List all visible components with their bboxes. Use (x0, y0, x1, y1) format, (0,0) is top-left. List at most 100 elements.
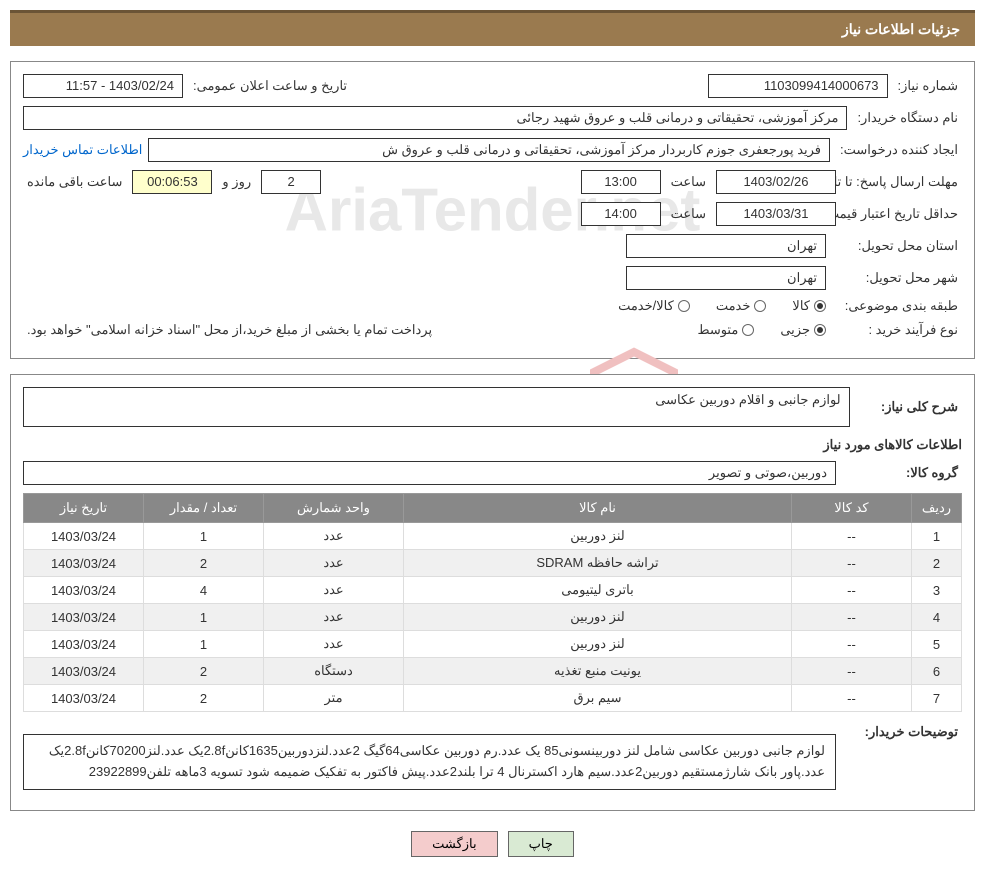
table-cell: 1 (144, 604, 264, 631)
buyer-org-label: نام دستگاه خریدار: (853, 110, 962, 126)
table-cell: -- (792, 523, 912, 550)
table-cell: عدد (264, 577, 404, 604)
page-title: جزئیات اطلاعات نیاز (842, 21, 960, 37)
province-value: تهران (626, 234, 826, 258)
table-cell: عدد (264, 523, 404, 550)
deadline-time-label: ساعت (667, 174, 710, 190)
table-cell: یونیت منبع تغذیه (404, 658, 792, 685)
category-service-radio[interactable]: خدمت (716, 298, 767, 314)
table-cell: باتری لیتیومی (404, 577, 792, 604)
th-date: تاریخ نیاز (24, 494, 144, 523)
table-cell: 3 (912, 577, 962, 604)
radio-icon (742, 324, 754, 336)
payment-note: پرداخت تمام یا بخشی از مبلغ خرید،از محل … (23, 322, 436, 338)
details-container: شرح کلی نیاز: لوازم جانبی و اقلام دوربین… (10, 374, 975, 811)
category-label: طبقه بندی موضوعی: (832, 298, 962, 314)
table-cell: 1403/03/24 (24, 658, 144, 685)
table-cell: 1403/03/24 (24, 631, 144, 658)
table-cell: دستگاه (264, 658, 404, 685)
table-cell: 1 (144, 631, 264, 658)
table-cell: 1403/03/24 (24, 550, 144, 577)
category-goods-service-radio[interactable]: کالا/خدمت (618, 298, 690, 314)
group-label: گروه کالا: (842, 465, 962, 481)
need-number-label: شماره نیاز: (894, 78, 962, 94)
radio-icon (678, 300, 690, 312)
table-cell: 1 (144, 523, 264, 550)
general-desc-label: شرح کلی نیاز: (856, 399, 962, 415)
table-row: 2--تراشه حافظه SDRAMعدد21403/03/24 (24, 550, 962, 577)
announce-date-value: 1403/02/24 - 11:57 (23, 74, 183, 98)
validity-label: حداقل تاریخ اعتبار قیمت: تا تاریخ: (842, 206, 962, 222)
process-minor-label: جزیی (780, 322, 810, 338)
table-cell: 4 (912, 604, 962, 631)
table-cell: 1403/03/24 (24, 523, 144, 550)
deadline-date-value: 1403/02/26 (716, 170, 836, 194)
remain-label: ساعت باقی مانده (23, 174, 126, 190)
table-row: 1--لنز دوربینعدد11403/03/24 (24, 523, 962, 550)
table-cell: 7 (912, 685, 962, 712)
buyer-notes-label: توضیحات خریدار: (842, 724, 962, 740)
process-medium-label: متوسط (697, 322, 738, 338)
table-cell: 1403/03/24 (24, 604, 144, 631)
validity-date-value: 1403/03/31 (716, 202, 836, 226)
table-cell: عدد (264, 550, 404, 577)
table-cell: 1403/03/24 (24, 685, 144, 712)
radio-icon (814, 300, 826, 312)
table-cell: لنز دوربین (404, 604, 792, 631)
category-goods-label: کالا (792, 298, 810, 314)
group-value: دوربین،صوتی و تصویر (23, 461, 836, 485)
table-cell: -- (792, 550, 912, 577)
category-goods-radio[interactable]: کالا (792, 298, 826, 314)
remain-days-value: 2 (261, 170, 321, 194)
table-cell: -- (792, 631, 912, 658)
items-table: ردیف کد کالا نام کالا واحد شمارش تعداد /… (23, 493, 962, 712)
category-goods-service-label: کالا/خدمت (618, 298, 674, 314)
main-container: AriaTender.net شماره نیاز: 1103099414000… (10, 61, 975, 359)
table-cell: متر (264, 685, 404, 712)
items-section-title: اطلاعات کالاهای مورد نیاز (23, 437, 962, 453)
table-cell: عدد (264, 604, 404, 631)
city-value: تهران (626, 266, 826, 290)
th-qty: تعداد / مقدار (144, 494, 264, 523)
page-header: جزئیات اطلاعات نیاز (10, 10, 975, 46)
table-cell: -- (792, 577, 912, 604)
need-number-value: 1103099414000673 (708, 74, 888, 98)
button-bar: چاپ بازگشت (10, 831, 975, 857)
table-row: 5--لنز دوربینعدد11403/03/24 (24, 631, 962, 658)
table-row: 7--سیم برقمتر21403/03/24 (24, 685, 962, 712)
th-unit: واحد شمارش (264, 494, 404, 523)
announce-date-label: تاریخ و ساعت اعلان عمومی: (189, 78, 351, 94)
table-cell: 2 (912, 550, 962, 577)
table-cell: لنز دوربین (404, 631, 792, 658)
city-label: شهر محل تحویل: (832, 270, 962, 286)
buyer-contact-link[interactable]: اطلاعات تماس خریدار (23, 142, 142, 158)
table-cell: 2 (144, 658, 264, 685)
table-cell: لنز دوربین (404, 523, 792, 550)
requester-label: ایجاد کننده درخواست: (836, 142, 962, 158)
process-medium-radio[interactable]: متوسط (697, 322, 754, 338)
table-row: 3--باتری لیتیومیعدد41403/03/24 (24, 577, 962, 604)
table-cell: 5 (912, 631, 962, 658)
process-minor-radio[interactable]: جزیی (780, 322, 826, 338)
th-code: کد کالا (792, 494, 912, 523)
table-cell: 6 (912, 658, 962, 685)
table-cell: 4 (144, 577, 264, 604)
th-name: نام کالا (404, 494, 792, 523)
general-desc-value: لوازم جانبی و اقلام دوربین عکاسی (23, 387, 850, 427)
requester-value: فرید پورجعفری جوزم کاربردار مرکز آموزشی،… (148, 138, 830, 162)
validity-time-value: 14:00 (581, 202, 661, 226)
table-row: 6--یونیت منبع تغذیهدستگاه21403/03/24 (24, 658, 962, 685)
province-label: استان محل تحویل: (832, 238, 962, 254)
table-cell: تراشه حافظه SDRAM (404, 550, 792, 577)
process-label: نوع فرآیند خرید : (832, 322, 962, 338)
buyer-org-value: مرکز آموزشی، تحقیقاتی و درمانی قلب و عرو… (23, 106, 847, 130)
print-button[interactable]: چاپ (508, 831, 574, 857)
table-cell: -- (792, 658, 912, 685)
back-button[interactable]: بازگشت (411, 831, 497, 857)
remain-time-value: 00:06:53 (132, 170, 212, 194)
table-cell: 1 (912, 523, 962, 550)
table-cell: سیم برق (404, 685, 792, 712)
table-cell: 2 (144, 685, 264, 712)
buyer-notes-value: لوازم جانبی دوربین عکاسی شامل لنز دوربین… (23, 734, 836, 790)
table-cell: -- (792, 604, 912, 631)
